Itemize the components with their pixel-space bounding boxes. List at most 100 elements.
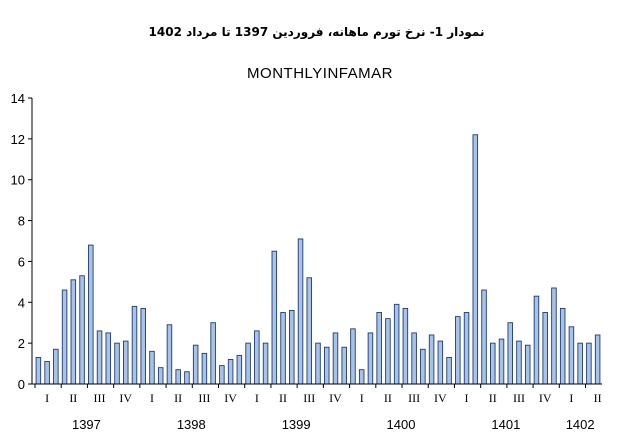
quarter-label: II — [174, 391, 182, 405]
bar — [35, 356, 42, 385]
bar — [114, 342, 120, 385]
bar — [245, 342, 251, 385]
bar — [516, 340, 522, 385]
quarter-label: IV — [539, 391, 552, 405]
bar — [149, 350, 155, 385]
bar — [341, 346, 347, 385]
bar — [315, 342, 321, 385]
bar — [507, 322, 514, 385]
quarter-label: I — [255, 391, 259, 405]
quarter-label: I — [465, 391, 469, 405]
quarter-label: IV — [224, 391, 237, 405]
bar — [446, 356, 452, 385]
bar — [524, 344, 531, 385]
bar — [210, 322, 216, 385]
bar — [577, 342, 583, 385]
y-tick-label: 8 — [18, 214, 25, 229]
quarter-label: I — [569, 391, 573, 405]
y-tick-label: 4 — [18, 295, 25, 310]
year-label: 1398 — [177, 417, 206, 432]
quarter-label: III — [303, 391, 315, 405]
bar — [53, 348, 59, 385]
chart-title: MONTHLYINFAMAR — [247, 65, 393, 82]
bar — [157, 367, 164, 385]
y-tick-label: 12 — [11, 132, 25, 147]
bar — [420, 348, 426, 385]
quarter-label: IV — [119, 391, 132, 405]
bar — [219, 365, 225, 385]
bar — [402, 307, 409, 385]
bar — [463, 312, 470, 385]
bar — [184, 371, 190, 385]
bar — [262, 342, 269, 385]
bar — [96, 330, 103, 385]
quarter-label: III — [94, 391, 106, 405]
y-tick-label: 0 — [18, 377, 25, 392]
quarter-label: I — [150, 391, 154, 405]
y-tick-label: 2 — [18, 336, 25, 351]
quarter-label: III — [408, 391, 420, 405]
bar — [227, 359, 234, 385]
year-label: 1402 — [566, 417, 595, 432]
bar — [70, 279, 77, 385]
bars — [35, 134, 601, 385]
quarter-label: I — [45, 391, 49, 405]
x-axis: I II III IV I II III IV I II III IV I II III IV I II III IV… — [32, 383, 602, 432]
year-label: 1401 — [491, 417, 520, 432]
bar — [376, 312, 382, 385]
bar — [498, 338, 505, 385]
quarter-label: II — [279, 391, 287, 405]
bar — [428, 334, 435, 385]
bar — [586, 342, 592, 385]
bar — [254, 330, 260, 385]
bar — [367, 332, 374, 385]
bar — [201, 352, 208, 385]
bar — [131, 305, 138, 385]
bar — [350, 328, 356, 385]
bar — [533, 295, 540, 385]
quarter-label: I — [360, 391, 364, 405]
year-label: 1399 — [282, 417, 311, 432]
year-label: 1400 — [387, 417, 416, 432]
bar — [192, 344, 199, 385]
quarter-label: II — [384, 391, 392, 405]
bar — [280, 312, 286, 385]
bar — [271, 250, 278, 385]
bar — [175, 369, 181, 385]
bar — [61, 289, 68, 385]
bar — [481, 289, 487, 385]
bar — [385, 318, 391, 385]
y-tick-label: 10 — [11, 173, 25, 188]
quarter-label: II — [69, 391, 77, 405]
bar — [542, 312, 548, 385]
bar — [472, 134, 479, 385]
bar — [332, 332, 339, 385]
bar — [236, 354, 243, 385]
bar — [105, 332, 112, 385]
bar — [594, 334, 601, 385]
bar — [411, 332, 417, 385]
bar — [568, 326, 575, 385]
y-tick-label: 6 — [18, 254, 25, 269]
quarter-label: III — [198, 391, 210, 405]
y-axis: 0 2 4 6 8 10 12 14 — [11, 91, 33, 392]
bar — [490, 342, 496, 385]
quarter-label: IV — [434, 391, 447, 405]
year-label: 1397 — [72, 417, 101, 432]
bar — [358, 369, 365, 385]
bar — [122, 340, 129, 385]
bar — [44, 361, 50, 385]
bar — [455, 316, 461, 385]
bar — [297, 238, 304, 385]
bar — [88, 244, 94, 385]
bar — [79, 275, 85, 385]
bar — [559, 307, 566, 385]
bar — [437, 340, 444, 385]
bar — [140, 307, 146, 385]
chart-caption: نمودار 1- نرخ تورم ماهانه، فروردین 1397 … — [148, 25, 485, 39]
bar — [393, 303, 400, 385]
quarter-label: II — [489, 391, 497, 405]
quarter-label: IV — [329, 391, 342, 405]
bar — [306, 277, 313, 385]
